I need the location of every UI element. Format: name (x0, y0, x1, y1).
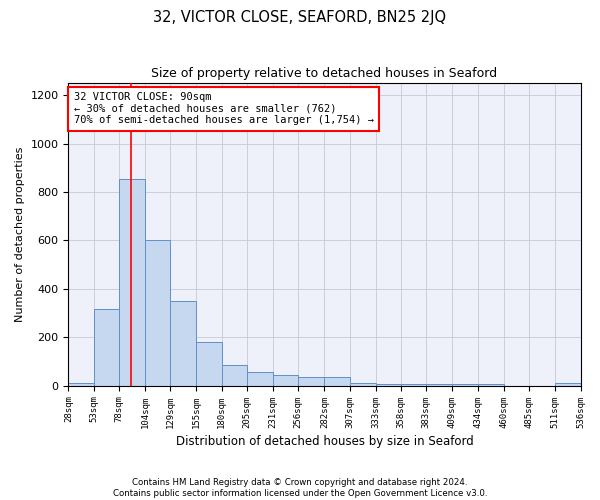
Bar (426, 384, 452, 386)
Y-axis label: Number of detached properties: Number of detached properties (15, 146, 25, 322)
Bar (401, 384, 426, 386)
Bar (170, 301, 196, 386)
Bar (376, 384, 401, 386)
Bar (273, 374, 298, 386)
Bar (145, 240, 170, 386)
Bar (452, 384, 478, 386)
Bar (555, 382, 581, 386)
Bar (350, 383, 376, 386)
X-axis label: Distribution of detached houses by size in Seaford: Distribution of detached houses by size … (176, 434, 473, 448)
Text: Contains HM Land Registry data © Crown copyright and database right 2024.
Contai: Contains HM Land Registry data © Crown c… (113, 478, 487, 498)
Bar (119, 178, 145, 386)
Bar (94, 310, 119, 386)
Bar (196, 342, 221, 386)
Text: 32 VICTOR CLOSE: 90sqm
← 30% of detached houses are smaller (762)
70% of semi-de: 32 VICTOR CLOSE: 90sqm ← 30% of detached… (74, 92, 374, 126)
Title: Size of property relative to detached houses in Seaford: Size of property relative to detached ho… (151, 68, 497, 80)
Bar (221, 365, 247, 386)
Bar (247, 372, 273, 386)
Text: 32, VICTOR CLOSE, SEAFORD, BN25 2JQ: 32, VICTOR CLOSE, SEAFORD, BN25 2JQ (154, 10, 446, 25)
Bar (325, 377, 350, 386)
Bar (478, 384, 504, 386)
Bar (298, 377, 325, 386)
Bar (68, 382, 94, 386)
